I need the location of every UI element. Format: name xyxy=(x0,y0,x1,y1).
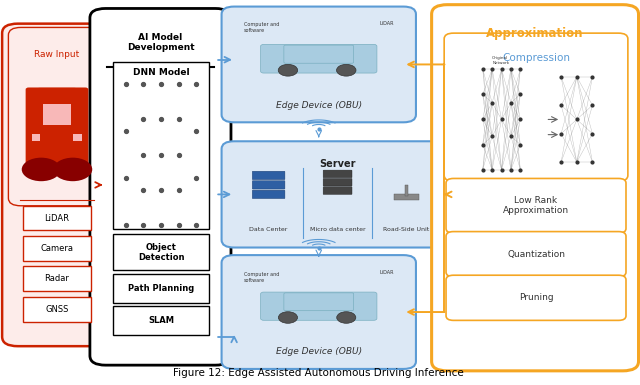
Text: Original
Network: Original Network xyxy=(492,56,509,65)
Text: Quantization: Quantization xyxy=(507,249,565,259)
FancyBboxPatch shape xyxy=(446,179,626,233)
Circle shape xyxy=(337,64,356,76)
Bar xyxy=(23,236,91,261)
FancyBboxPatch shape xyxy=(252,181,285,189)
Text: Radar: Radar xyxy=(45,275,69,283)
Text: Pruning: Pruning xyxy=(518,293,554,302)
Text: Low Rank
Approximation: Low Rank Approximation xyxy=(503,196,569,216)
FancyBboxPatch shape xyxy=(444,33,628,181)
FancyBboxPatch shape xyxy=(284,45,354,63)
FancyBboxPatch shape xyxy=(99,14,221,71)
Text: Compression: Compression xyxy=(502,53,570,63)
FancyBboxPatch shape xyxy=(323,170,352,178)
FancyBboxPatch shape xyxy=(260,44,377,73)
FancyBboxPatch shape xyxy=(8,27,106,206)
FancyBboxPatch shape xyxy=(26,87,88,174)
FancyBboxPatch shape xyxy=(90,8,231,365)
Text: SLAM: SLAM xyxy=(148,316,174,325)
Bar xyxy=(113,234,209,270)
Circle shape xyxy=(278,64,298,76)
FancyBboxPatch shape xyxy=(284,293,354,311)
Circle shape xyxy=(53,157,92,181)
Text: Camera: Camera xyxy=(40,244,74,253)
Text: Edge Device (OBU): Edge Device (OBU) xyxy=(276,101,362,110)
FancyBboxPatch shape xyxy=(260,292,377,320)
Text: Road-Side Unit: Road-Side Unit xyxy=(383,227,429,232)
Bar xyxy=(113,274,209,303)
FancyBboxPatch shape xyxy=(252,190,285,199)
Text: LiDAR: LiDAR xyxy=(380,270,394,275)
Text: Computer and
software: Computer and software xyxy=(243,273,279,283)
Bar xyxy=(113,306,209,335)
Bar xyxy=(74,134,83,141)
Bar xyxy=(23,266,91,291)
FancyBboxPatch shape xyxy=(37,88,77,129)
Text: GNSS: GNSS xyxy=(45,305,68,314)
Bar xyxy=(43,104,71,125)
FancyBboxPatch shape xyxy=(323,187,352,194)
FancyBboxPatch shape xyxy=(221,141,454,248)
Bar xyxy=(32,134,40,141)
Text: Path Planning: Path Planning xyxy=(128,284,194,293)
FancyBboxPatch shape xyxy=(221,255,416,369)
Text: DNN Model: DNN Model xyxy=(132,67,189,77)
Text: LiDAR: LiDAR xyxy=(380,21,394,26)
Text: Approximation: Approximation xyxy=(486,27,584,40)
Circle shape xyxy=(337,312,356,323)
Bar xyxy=(394,194,419,200)
Text: Figure 12: Edge Assisted Autonomous Driving Inference: Figure 12: Edge Assisted Autonomous Driv… xyxy=(173,368,464,378)
Text: Raw Input: Raw Input xyxy=(35,50,79,59)
FancyBboxPatch shape xyxy=(2,23,112,346)
Text: AI Model
Development: AI Model Development xyxy=(127,33,195,52)
Circle shape xyxy=(22,157,61,181)
FancyBboxPatch shape xyxy=(252,171,285,179)
FancyBboxPatch shape xyxy=(221,7,416,122)
Bar xyxy=(23,206,91,231)
Circle shape xyxy=(278,312,298,323)
Text: Micro data center: Micro data center xyxy=(310,227,365,232)
Text: Edge Device (OBU): Edge Device (OBU) xyxy=(276,347,362,357)
FancyBboxPatch shape xyxy=(323,179,352,186)
Bar xyxy=(113,62,209,229)
Text: Object
Detection: Object Detection xyxy=(138,243,184,262)
Text: Server: Server xyxy=(319,159,356,169)
FancyBboxPatch shape xyxy=(446,275,626,320)
FancyBboxPatch shape xyxy=(446,232,626,277)
Bar xyxy=(405,185,408,196)
FancyBboxPatch shape xyxy=(431,5,639,371)
Bar xyxy=(23,297,91,321)
Text: LiDAR: LiDAR xyxy=(45,214,70,223)
Text: Data Center: Data Center xyxy=(250,227,288,232)
Text: Computer and
software: Computer and software xyxy=(243,22,279,33)
